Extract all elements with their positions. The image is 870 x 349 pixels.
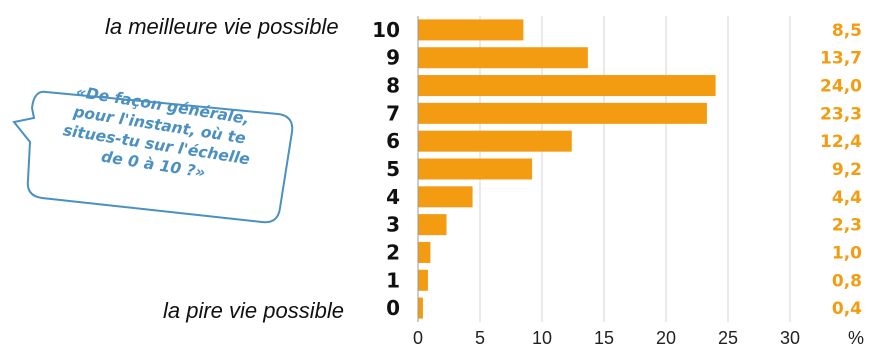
value-label: 0,4 <box>832 299 862 319</box>
bar <box>418 186 473 208</box>
bar <box>418 241 431 263</box>
value-label: 8,5 <box>832 21 862 41</box>
value-label: 0,8 <box>832 271 862 291</box>
bar <box>418 269 428 291</box>
bar <box>418 47 588 69</box>
x-tick-label: 10 <box>532 328 552 348</box>
value-label: 2,3 <box>832 216 862 236</box>
bar <box>418 214 447 236</box>
category-label: 8 <box>386 74 400 98</box>
bar <box>418 102 707 124</box>
category-label: 4 <box>386 185 400 209</box>
category-label: 10 <box>372 18 400 42</box>
value-label: 1,0 <box>832 243 862 263</box>
bar <box>418 75 716 97</box>
value-label: 13,7 <box>820 49 862 69</box>
category-label: 5 <box>386 157 400 181</box>
speech-bubble <box>12 90 294 224</box>
value-label: 9,2 <box>832 160 862 180</box>
worst-life-label: la pire vie possible <box>163 298 344 323</box>
value-label: 24,0 <box>820 77 862 97</box>
value-label: 4,4 <box>832 188 862 208</box>
value-label: 12,4 <box>820 132 862 152</box>
x-tick-label: 15 <box>594 328 614 348</box>
x-tick-label: 5 <box>475 328 485 348</box>
category-label: 2 <box>386 240 400 264</box>
category-label: 7 <box>386 101 400 125</box>
category-label: 6 <box>386 129 400 153</box>
x-tick-label: 30 <box>780 328 800 348</box>
category-label: 1 <box>386 268 400 292</box>
category-label: 9 <box>386 46 400 70</box>
bar <box>418 297 423 319</box>
category-label: 0 <box>386 296 400 320</box>
category-label: 3 <box>386 213 400 237</box>
x-tick-label: 0 <box>413 328 423 348</box>
bar <box>418 130 572 152</box>
x-tick-label: 25 <box>718 328 738 348</box>
value-label: 23,3 <box>820 104 862 124</box>
bar <box>418 19 524 41</box>
x-axis-unit: % <box>848 328 864 348</box>
bar <box>418 158 533 180</box>
best-life-label: la meilleure vie possible <box>105 14 339 39</box>
x-tick-label: 20 <box>656 328 676 348</box>
